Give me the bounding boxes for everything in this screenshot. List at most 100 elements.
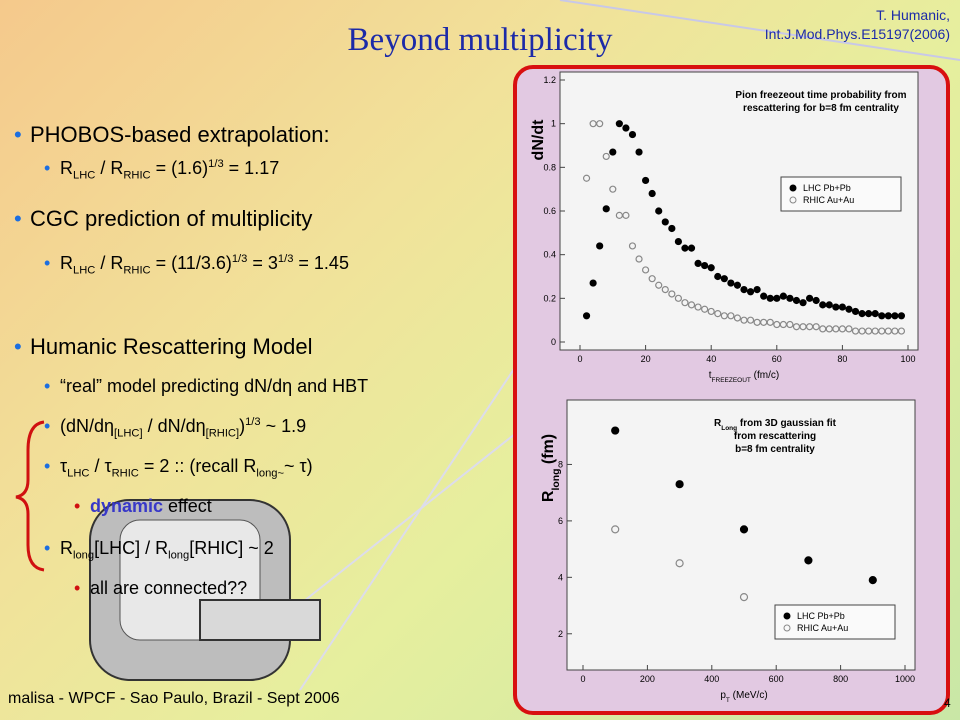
bullet-text: [RHIC] (205, 427, 240, 440)
data-point (622, 124, 630, 132)
data-point (707, 264, 715, 272)
data-point (701, 305, 709, 313)
label-part: rescattering for b=8 fm centrality (743, 103, 899, 114)
data-point (720, 275, 728, 283)
bullet-text: = (11/3.6) (150, 253, 232, 273)
bullet: τLHC / τRHIC = 2 :: (recall Rlong~~ τ) (44, 456, 313, 480)
decor-line (279, 429, 521, 621)
label: b=8 fm centrality (735, 444, 815, 455)
data-point (865, 310, 873, 318)
bullet-text: RHIC (111, 467, 139, 480)
data-point (648, 189, 656, 198)
label: tFREEZEOUT (fm/c) (709, 370, 779, 384)
data-point (609, 148, 617, 156)
data-point (635, 148, 643, 156)
data-point (739, 592, 749, 602)
data-point (642, 266, 650, 274)
data-point (740, 286, 748, 294)
data-point (806, 294, 814, 302)
label-part: T (726, 697, 730, 704)
data-point (773, 294, 781, 302)
bullet: RLHC / RRHIC = (1.6)1/3 = 1.17 (44, 158, 279, 182)
bullet: PHOBOS-based extrapolation: (14, 122, 330, 148)
y-tick-label: 1.2 (543, 75, 556, 85)
data-point (681, 299, 689, 307)
decor-line (559, 0, 960, 61)
bullet-text: LHC (67, 467, 90, 480)
data-point (897, 327, 906, 335)
bullet-text: “real” model predicting dN/dη and HBT (60, 376, 369, 396)
data-point (714, 310, 722, 318)
data-point (819, 301, 827, 309)
bullet: Humanic Rescattering Model (14, 334, 312, 360)
bullet: (dN/dη[LHC] / dN/dη[RHIC])1/3 ~ 1.9 (44, 416, 307, 440)
reference-line: T. Humanic, (876, 7, 950, 23)
reference: T. Humanic, Int.J.Mod.Phys.E15197(2006) (765, 6, 950, 44)
legend-label: LHC Pb+Pb (797, 611, 845, 621)
bullet-text: RHIC (123, 264, 151, 277)
label-part: (fm) (540, 434, 557, 469)
data-point (596, 120, 604, 128)
legend-marker (789, 184, 797, 192)
x-tick-label: 200 (640, 674, 655, 684)
data-point (786, 320, 794, 329)
legend-box (774, 604, 896, 640)
bullet-text: dynamic (90, 496, 164, 516)
data-point (845, 305, 853, 313)
x-tick-label: 600 (769, 674, 784, 684)
label-part: from 3D gaussian fit (737, 418, 837, 429)
bullet-text: R (60, 538, 73, 558)
data-point (602, 205, 610, 213)
bullet-text: = 2 :: (recall R (138, 456, 257, 476)
data-point (727, 279, 735, 287)
data-point (674, 294, 682, 302)
bullet-text: = (1.6) (150, 158, 209, 178)
brace (15, 420, 45, 572)
data-point (891, 312, 899, 320)
label-part: (MeV/c) (730, 690, 768, 701)
label: RLong from 3D gaussian fit (714, 418, 837, 432)
label-part: R (540, 490, 557, 502)
data-point (897, 312, 906, 320)
bullet-text: R (60, 253, 73, 273)
x-tick-label: 1000 (895, 674, 915, 684)
label-part: Long (721, 425, 737, 432)
data-point (681, 244, 689, 252)
label-part: b=8 fm centrality (735, 444, 815, 455)
bullet-text: / dN/dη (142, 416, 206, 436)
data-point (694, 303, 702, 311)
bullet-text: (dN/dη (60, 416, 115, 436)
label-part: FREEZEOUT (712, 377, 751, 384)
bullet: RLHC / RRHIC = (11/3.6)1/3 = 31/3 = 1.45 (44, 253, 349, 277)
y-tick-label: 0.4 (543, 250, 556, 260)
data-point (687, 301, 696, 309)
data-point (611, 525, 620, 534)
y-tick-label: 0.8 (543, 162, 556, 172)
label: pT (MeV/c) (720, 690, 767, 704)
label-part: t (709, 370, 712, 381)
legend-label: RHIC Au+Au (797, 623, 848, 633)
data-point (858, 310, 866, 318)
bullet-text: LHC (73, 264, 96, 277)
data-point (746, 288, 755, 296)
legend-marker (783, 612, 791, 620)
decor-line (299, 359, 521, 691)
legend-marker (783, 624, 791, 632)
figure-panel: 0 20 40 60 80 10000.20.40.60.811.2tFREEZEOUT … (513, 65, 950, 715)
bullet: all are connected?? (74, 578, 247, 599)
data-point (739, 525, 749, 534)
label: rescattering for b=8 fm centrality (743, 103, 899, 114)
bullet: dynamic effect (74, 496, 212, 517)
data-point (661, 218, 669, 226)
bullet-text: / R (95, 158, 124, 178)
data-point (746, 316, 755, 324)
y-tick-label: 2 (558, 629, 563, 639)
bullet-text: ~ 1.9 (260, 416, 307, 436)
x-tick-label: 100 (900, 354, 915, 364)
legend-marker (789, 196, 797, 204)
label-part: dN/dt (530, 119, 547, 161)
y-tick-label: 0.6 (543, 206, 556, 216)
bullet-text: PHOBOS-based extrapolation: (30, 122, 330, 147)
bullet-text: long (168, 549, 190, 562)
